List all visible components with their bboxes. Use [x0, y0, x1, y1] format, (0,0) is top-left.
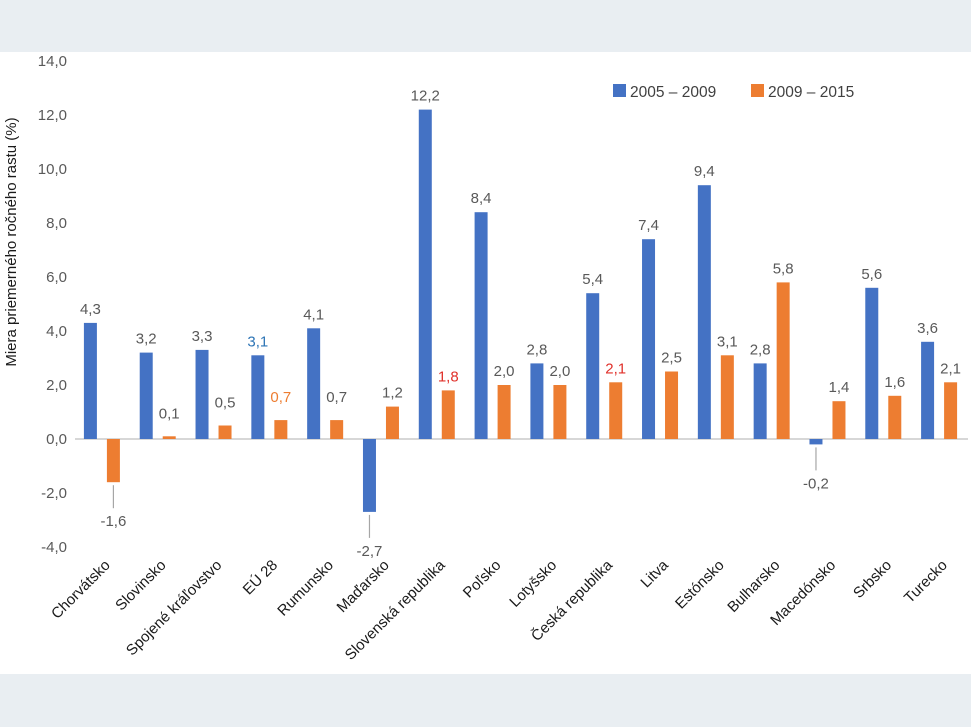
data-label: 2,0 — [549, 363, 570, 380]
bar-2005-2009 — [697, 185, 711, 439]
y-tick-label: -4,0 — [41, 539, 67, 556]
data-label: 12,2 — [411, 88, 440, 105]
bar-2005-2009 — [865, 287, 879, 439]
bar-2009-2015 — [944, 382, 958, 439]
data-label: 3,6 — [917, 320, 938, 337]
bar-2005-2009 — [586, 293, 600, 439]
bar-2009-2015 — [553, 385, 567, 439]
y-tick-label: 0,0 — [46, 431, 67, 448]
category-label: Slovinsko — [112, 557, 169, 614]
bar-2005-2009 — [195, 349, 209, 439]
data-label: 7,4 — [638, 217, 659, 234]
category-label: EÚ 28 — [240, 557, 282, 599]
category-label: Poľsko — [460, 557, 505, 602]
data-label: 3,1 — [717, 333, 738, 350]
data-label: 0,7 — [326, 389, 347, 406]
category-label: Srbsko — [850, 557, 895, 602]
data-label: 2,5 — [661, 350, 682, 367]
y-axis-title: Miera priemerného ročného rastu (%) — [3, 117, 20, 366]
bar-chart: -4,0 -2,0 0,0 2,0 4,0 6,0 8,0 10,0 12,0 14,0 4,3 -… — [3, 53, 968, 664]
data-label: 2,1 — [940, 360, 961, 377]
bar-2005-2009 — [474, 212, 488, 439]
data-label: -0,2 — [803, 475, 829, 492]
data-label: 3,3 — [192, 328, 213, 345]
y-tick-label: 12,0 — [38, 107, 67, 124]
category-label: Bulharsko — [724, 557, 783, 616]
data-label: 0,1 — [159, 405, 180, 422]
data-label: -1,6 — [100, 513, 126, 530]
bar-2009-2015 — [274, 420, 288, 439]
bar-2005-2009 — [753, 363, 767, 439]
bar-2009-2015 — [218, 425, 232, 439]
bar-2009-2015 — [665, 371, 679, 439]
data-label: 5,8 — [773, 260, 794, 277]
y-tick-label: 8,0 — [46, 215, 67, 232]
bar-2005-2009 — [139, 352, 153, 439]
data-label: 5,6 — [861, 266, 882, 283]
category-label: Turecko — [901, 557, 951, 607]
bar-2005-2009 — [809, 439, 823, 445]
bar-2005-2009 — [251, 355, 265, 439]
data-label: 0,5 — [215, 395, 236, 412]
category-label: Chorvátsko — [48, 557, 114, 623]
data-label: 1,2 — [382, 385, 403, 402]
bar-2009-2015 — [720, 355, 734, 439]
bar-2005-2009 — [307, 328, 321, 439]
data-label: 1,4 — [829, 379, 850, 396]
data-label: 2,8 — [750, 341, 771, 358]
data-label: 3,2 — [136, 331, 157, 348]
category-label: Litva — [637, 556, 672, 591]
data-label: 2,8 — [526, 341, 547, 358]
bar-2005-2009 — [418, 109, 432, 439]
bar-2009-2015 — [441, 390, 455, 439]
y-tick-label: -2,0 — [41, 485, 67, 502]
bar-2009-2015 — [106, 439, 120, 483]
bar-2009-2015 — [776, 282, 790, 439]
y-tick-label: 2,0 — [46, 377, 67, 394]
bar-2005-2009 — [921, 341, 935, 439]
data-label: 3,1 — [247, 333, 268, 350]
y-tick-label: 4,0 — [46, 323, 67, 340]
data-label: 2,1 — [605, 360, 626, 377]
bar-2005-2009 — [83, 322, 97, 439]
legend-label: 2009 – 2015 — [768, 84, 854, 101]
bar-2009-2015 — [162, 436, 176, 439]
legend-label: 2005 – 2009 — [630, 84, 716, 101]
data-label: 1,8 — [438, 368, 459, 385]
bar-2009-2015 — [888, 395, 902, 439]
category-label: Rumunsko — [274, 557, 337, 620]
category-label: Estónsko — [672, 557, 728, 613]
data-label: 9,4 — [694, 163, 715, 180]
y-tick-label: 14,0 — [38, 53, 67, 70]
category-label: Lotyšsko — [506, 557, 560, 611]
category-label: Slovenská republika — [342, 556, 449, 663]
category-label: Maďarsko — [334, 557, 393, 616]
bar-2005-2009 — [362, 439, 376, 512]
data-label: 0,7 — [270, 389, 291, 406]
bar-2009-2015 — [497, 385, 511, 439]
category-label: Spojené kráľovstvo — [123, 557, 225, 659]
data-label: 4,3 — [80, 301, 101, 318]
data-label: 8,4 — [471, 190, 492, 207]
bar-2009-2015 — [609, 382, 623, 439]
bar-2009-2015 — [832, 401, 846, 439]
bar-2009-2015 — [330, 420, 344, 439]
data-label: -2,7 — [357, 543, 383, 560]
bar-2005-2009 — [530, 363, 544, 439]
legend-swatch — [613, 84, 626, 97]
bar-2005-2009 — [642, 239, 656, 439]
y-tick-label: 6,0 — [46, 269, 67, 286]
chart-frame: -4,0 -2,0 0,0 2,0 4,0 6,0 8,0 10,0 12,0 14,0 4,3 -… — [0, 52, 971, 674]
legend-swatch — [751, 84, 764, 97]
y-tick-label: 10,0 — [38, 161, 67, 178]
data-label: 4,1 — [303, 306, 324, 323]
data-label: 5,4 — [582, 271, 603, 288]
data-label: 1,6 — [884, 374, 905, 391]
data-label: 2,0 — [494, 363, 515, 380]
bar-2009-2015 — [385, 406, 399, 439]
